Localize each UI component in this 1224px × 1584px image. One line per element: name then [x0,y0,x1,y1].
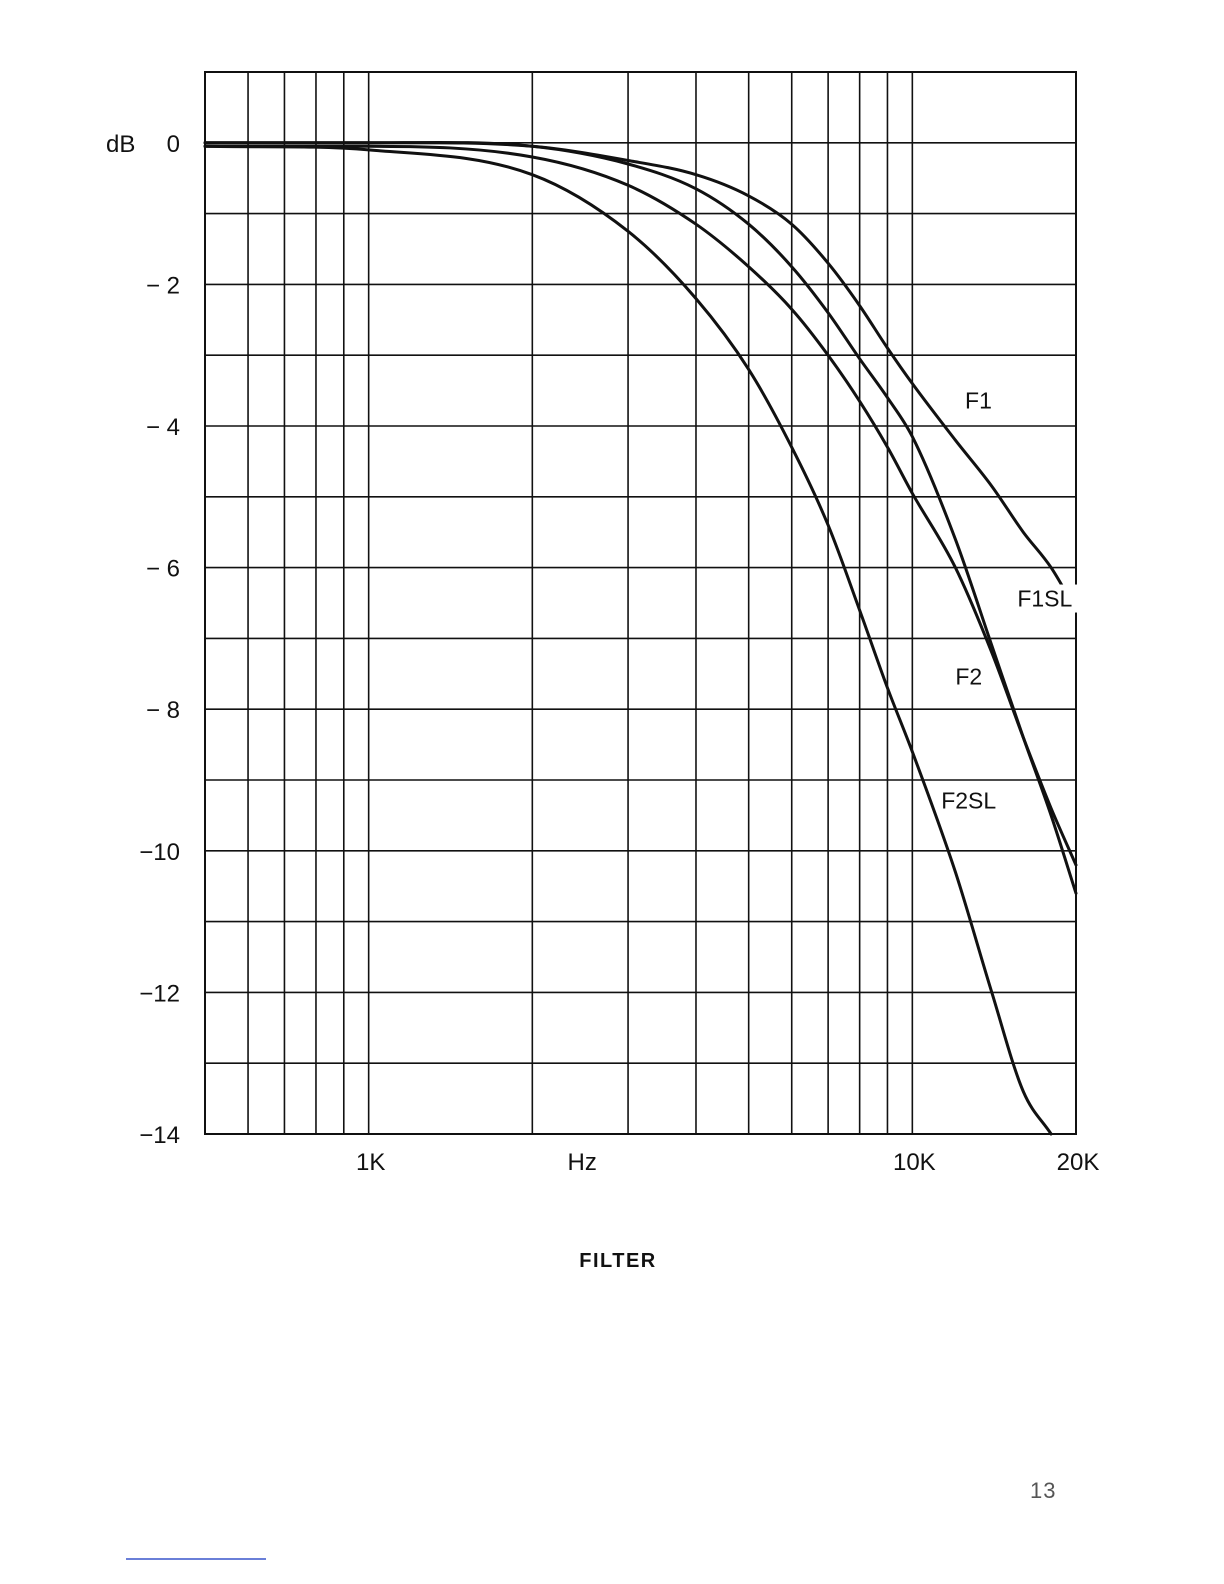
series-label-bg-f2sl [938,786,1005,815]
series-line-f1 [203,141,1078,612]
y-tick-label: − 2 [146,272,180,299]
chart-grid [204,71,1077,1135]
y-tick-label: − 4 [146,414,180,441]
y-axis-label: dB [106,131,135,158]
x-tick-label: 1K [356,1149,385,1176]
series-label-f1sl: F1SL [1017,586,1072,612]
x-axis-label: Hz [568,1149,597,1176]
footer-rule [126,1558,266,1560]
chart-labels: 0 − 2 − 4 − 6 − 8 −10 −12 −14 dB 1K 10K 20K Hz F1 F1SL… [106,131,1099,1176]
y-tick-label: −12 [139,980,180,1007]
chart-curves [203,140,1078,1136]
y-tick-label: −10 [139,839,180,866]
figure-caption: FILTER [579,1250,657,1272]
series-label-bg-f2 [952,662,989,691]
y-tick-label: − 6 [146,556,180,583]
plot-frame [204,71,1077,1135]
series-label-f1: F1 [965,387,992,413]
y-tick-label: − 8 [146,697,180,724]
page-number: 13 [1030,1478,1057,1503]
series-line-f2sl [203,144,1053,1136]
series-label-bg-f1sl [1014,584,1081,613]
x-tick-label: 20K [1057,1149,1100,1176]
y-tick-label: −14 [139,1122,180,1149]
series-label-f2: F2 [955,663,982,689]
series-line-f2 [203,144,1078,867]
x-tick-label: 10K [893,1149,936,1176]
series-label-f2sl: F2SL [941,787,996,813]
y-tick-label: 0 [167,131,180,158]
